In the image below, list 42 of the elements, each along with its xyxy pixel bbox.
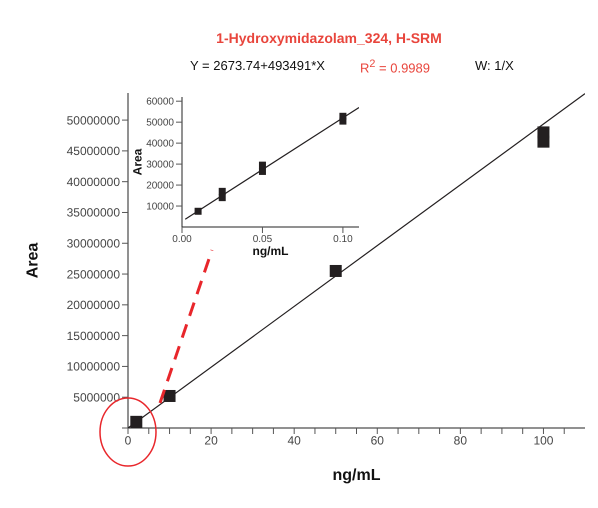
y-tick-label: 5000000 <box>73 390 120 404</box>
x-tick-label: 0 <box>124 434 132 448</box>
x-tick-label: 0.00 <box>172 234 192 246</box>
point <box>537 126 550 138</box>
point <box>330 264 342 277</box>
text: R$^{2}$ = 0.9989 <box>360 58 430 76</box>
point <box>194 208 202 215</box>
y-axis-title: Area <box>130 148 144 176</box>
y-tick-label: 50000 <box>146 118 174 129</box>
point <box>258 162 266 169</box>
y-tick-label: 30000 <box>146 160 174 171</box>
point <box>130 416 142 428</box>
text: Y = 2673.74+493491*X <box>190 58 325 73</box>
y-tick-label: 30000000 <box>66 236 120 251</box>
x-tick-label: 100 <box>533 434 554 448</box>
x-tick-label: 80 <box>454 434 468 448</box>
y-tick-label: 35000000 <box>66 206 120 220</box>
x-tick-label: 60 <box>370 434 384 448</box>
point <box>218 188 226 195</box>
x-tick-label: 40 <box>288 434 302 448</box>
y-axis-title: Area <box>24 242 42 278</box>
y-tick-label: 40000000 <box>66 174 120 189</box>
x-axis-title: ng/mL <box>252 244 288 258</box>
y-tick-label: 25000000 <box>66 267 120 282</box>
y-tick-label: 15000000 <box>66 328 120 343</box>
y-tick-label: 50000000 <box>66 113 120 128</box>
point <box>339 112 346 120</box>
point <box>258 168 266 175</box>
y-tick-label: 40000 <box>146 138 174 150</box>
point <box>164 390 176 402</box>
chart-title: 1-Hydroxymidazolam_324, H-SRM <box>215 30 443 46</box>
x-tick-label: 0.10 <box>333 234 354 246</box>
x-tick-label: 0.05 <box>252 234 273 246</box>
y-tick-label: 60000 <box>146 96 174 108</box>
text: W: 1/X <box>475 58 514 73</box>
y-tick-label: 10000000 <box>66 360 120 374</box>
y-tick-label: 45000000 <box>66 144 120 158</box>
x-axis-title: ng/mL <box>332 467 381 484</box>
y-tick-label: 20000000 <box>66 298 120 312</box>
y-tick-label: 20000 <box>146 180 174 192</box>
y-tick-label: 10000 <box>146 202 174 213</box>
x-tick-label: 20 <box>204 434 218 448</box>
